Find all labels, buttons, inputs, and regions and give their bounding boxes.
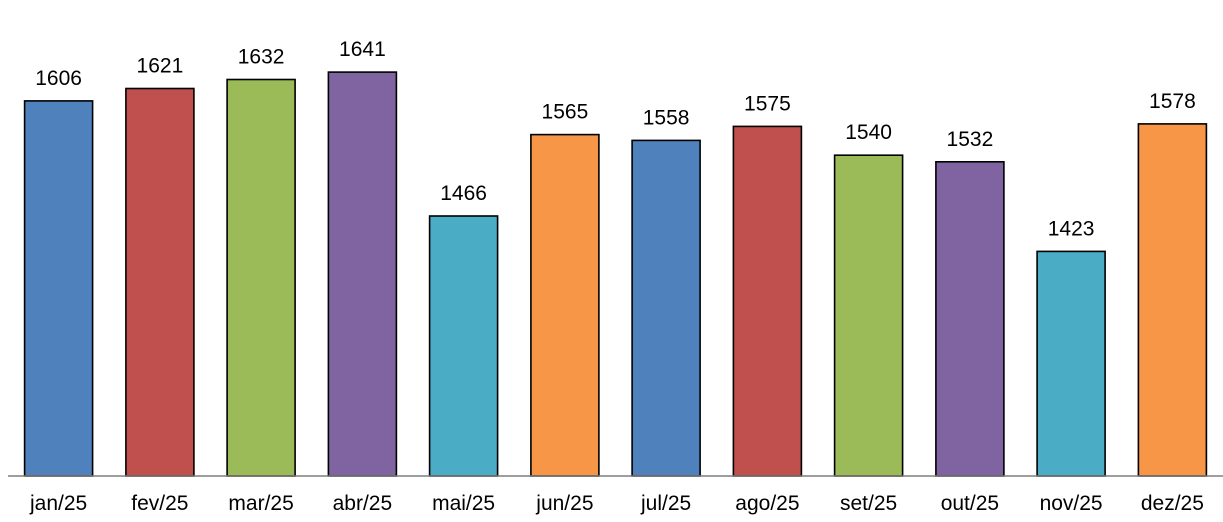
x-tick-label-dez-25: dez/25 xyxy=(1141,492,1204,515)
bar-dez-25 xyxy=(1137,123,1208,477)
bar-nov-25 xyxy=(1036,250,1106,477)
x-tick-label-set-25: set/25 xyxy=(840,492,897,515)
bar-mar-25 xyxy=(226,78,296,477)
data-label-ago-25: 1575 xyxy=(744,92,791,115)
data-label-out-25: 1532 xyxy=(947,128,994,151)
data-label-fev-25: 1621 xyxy=(137,55,184,78)
x-tick-label-mar-25: mar/25 xyxy=(228,492,293,515)
data-label-abr-25: 1641 xyxy=(339,38,386,61)
bar-fev-25 xyxy=(125,87,195,477)
bar-out-25 xyxy=(935,161,1005,477)
data-label-mai-25: 1466 xyxy=(440,182,487,205)
x-tick-label-ago-25: ago/25 xyxy=(735,492,799,515)
data-label-set-25: 1540 xyxy=(845,121,892,144)
bar-abr-25 xyxy=(327,71,398,477)
data-label-dez-25: 1578 xyxy=(1149,90,1196,113)
bar-set-25 xyxy=(833,154,904,477)
x-tick-labels-group: jan/25 fev/25 mar/25 abr/25 mai/25 jun/25 jul/… xyxy=(29,492,1204,515)
bar-jul-25 xyxy=(631,139,701,477)
bars-group xyxy=(23,71,1208,477)
x-tick-label-jan-25: jan/25 xyxy=(29,492,87,515)
x-tick-label-mai-25: mai/25 xyxy=(432,492,495,515)
bar-ago-25 xyxy=(732,125,803,477)
x-tick-label-nov-25: nov/25 xyxy=(1040,492,1103,515)
data-label-jan-25: 1606 xyxy=(35,67,82,90)
x-tick-label-fev-25: fev/25 xyxy=(131,492,188,515)
data-label-jul-25: 1558 xyxy=(643,106,690,129)
bar-jun-25 xyxy=(530,133,600,477)
x-tick-label-out-25: out/25 xyxy=(941,492,999,515)
bar-jan-25 xyxy=(23,100,94,477)
bar-mai-25 xyxy=(428,215,499,477)
data-label-nov-25: 1423 xyxy=(1048,217,1095,240)
value-labels-group: 1606 1621 1632 1641 1466 1565 1558 1575 1540 1532… xyxy=(35,38,1196,240)
x-tick-label-jun-25: jun/25 xyxy=(535,492,593,515)
data-label-jun-25: 1565 xyxy=(542,101,589,124)
x-tick-label-jul-25: jul/25 xyxy=(640,492,691,515)
x-tick-label-abr-25: abr/25 xyxy=(333,492,393,515)
data-label-mar-25: 1632 xyxy=(238,46,285,69)
